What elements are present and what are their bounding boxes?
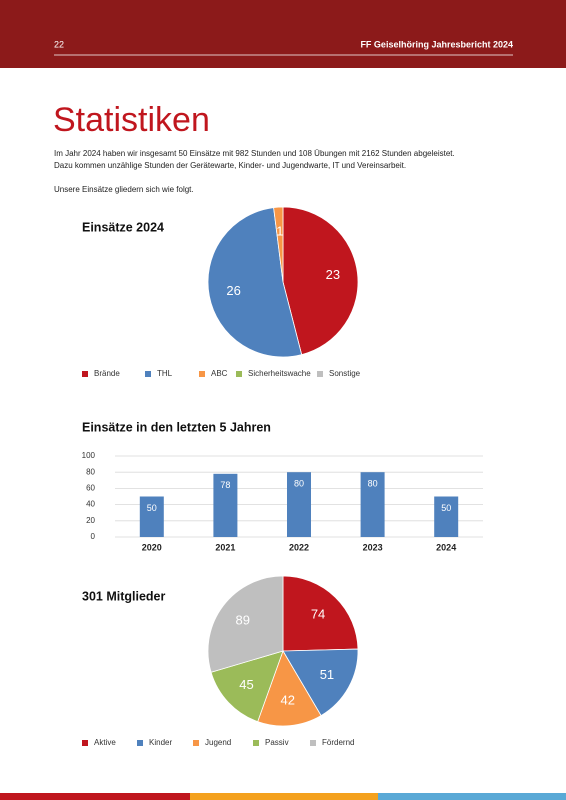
legend-swatch (193, 740, 199, 746)
legend-label: Sonstige (329, 369, 361, 378)
legend-label: Kinder (149, 738, 172, 747)
x-tick-label: 2020 (142, 542, 162, 552)
slice-label: 1 (276, 223, 283, 238)
pie-slice (282, 648, 359, 717)
footer-stripe (190, 793, 378, 800)
chart-title: 301 Mitglieder (82, 589, 165, 603)
y-tick-label: 100 (82, 451, 96, 460)
bar (139, 496, 164, 537)
footer-stripe (378, 793, 566, 800)
page-number: 22 (54, 39, 64, 49)
legend-swatch (253, 740, 259, 746)
pie-slice (207, 575, 284, 673)
legend-swatch (310, 740, 316, 746)
x-tick-label: 2024 (436, 542, 456, 552)
legend-label: ABC (211, 369, 228, 378)
legend-swatch (82, 740, 88, 746)
intro-line: Im Jahr 2024 haben wir insgesamt 50 Eins… (54, 149, 455, 158)
slice-label: 51 (320, 667, 334, 682)
slice-label: 89 (236, 612, 250, 627)
x-tick-label: 2023 (363, 542, 383, 552)
note: Unsere Einsätze gliedern sich wie folgt. (54, 185, 194, 194)
y-tick-label: 60 (86, 484, 95, 493)
x-tick-label: 2022 (289, 542, 309, 552)
pie-slice (273, 206, 284, 283)
bar (360, 472, 385, 537)
bar (434, 496, 459, 537)
y-tick-label: 0 (91, 532, 96, 541)
bar-label: 80 (368, 479, 378, 489)
legend-label: Brände (94, 369, 120, 378)
slice-label: 74 (311, 606, 325, 621)
legend-label: Sicherheitswache (248, 369, 311, 378)
chart-title: Einsätze 2024 (82, 220, 164, 234)
legend-label: Jugend (205, 738, 231, 747)
y-tick-label: 40 (86, 500, 95, 509)
legend-swatch (317, 371, 323, 377)
slice-label: 45 (239, 677, 253, 692)
legend-label: THL (157, 369, 173, 378)
bar (213, 473, 238, 537)
page-title: Statistiken (53, 101, 210, 139)
x-tick-label: 2021 (215, 542, 235, 552)
legend-swatch (145, 371, 151, 377)
legend-label: Aktive (94, 738, 116, 747)
bar-label: 50 (147, 503, 157, 513)
pie-slice (257, 650, 322, 727)
header-title: FF Geiselhöring Jahresbericht 2024 (360, 39, 513, 49)
legend-swatch (82, 371, 88, 377)
legend-label: Fördernd (322, 738, 354, 747)
footer-stripe (0, 793, 190, 800)
pie-slice (282, 575, 359, 652)
slice-label: 23 (326, 267, 340, 282)
pie-slice (282, 206, 359, 356)
legend-swatch (236, 371, 242, 377)
pie-slice (210, 650, 284, 723)
chart-title: Einsätze in den letzten 5 Jahren (82, 420, 271, 434)
header-band (0, 0, 566, 68)
legend-swatch (199, 371, 205, 377)
bar-label: 80 (294, 479, 304, 489)
y-tick-label: 80 (86, 467, 95, 476)
bar-label: 78 (220, 480, 230, 490)
slice-label: 42 (280, 692, 294, 707)
y-tick-label: 20 (86, 516, 95, 525)
slice-label: 26 (226, 283, 240, 298)
bar-label: 50 (441, 503, 451, 513)
legend-label: Passiv (265, 738, 289, 747)
legend-swatch (137, 740, 143, 746)
intro-line: Dazu kommen unzählige Stunden der Geräte… (54, 161, 406, 170)
bar (287, 472, 311, 537)
